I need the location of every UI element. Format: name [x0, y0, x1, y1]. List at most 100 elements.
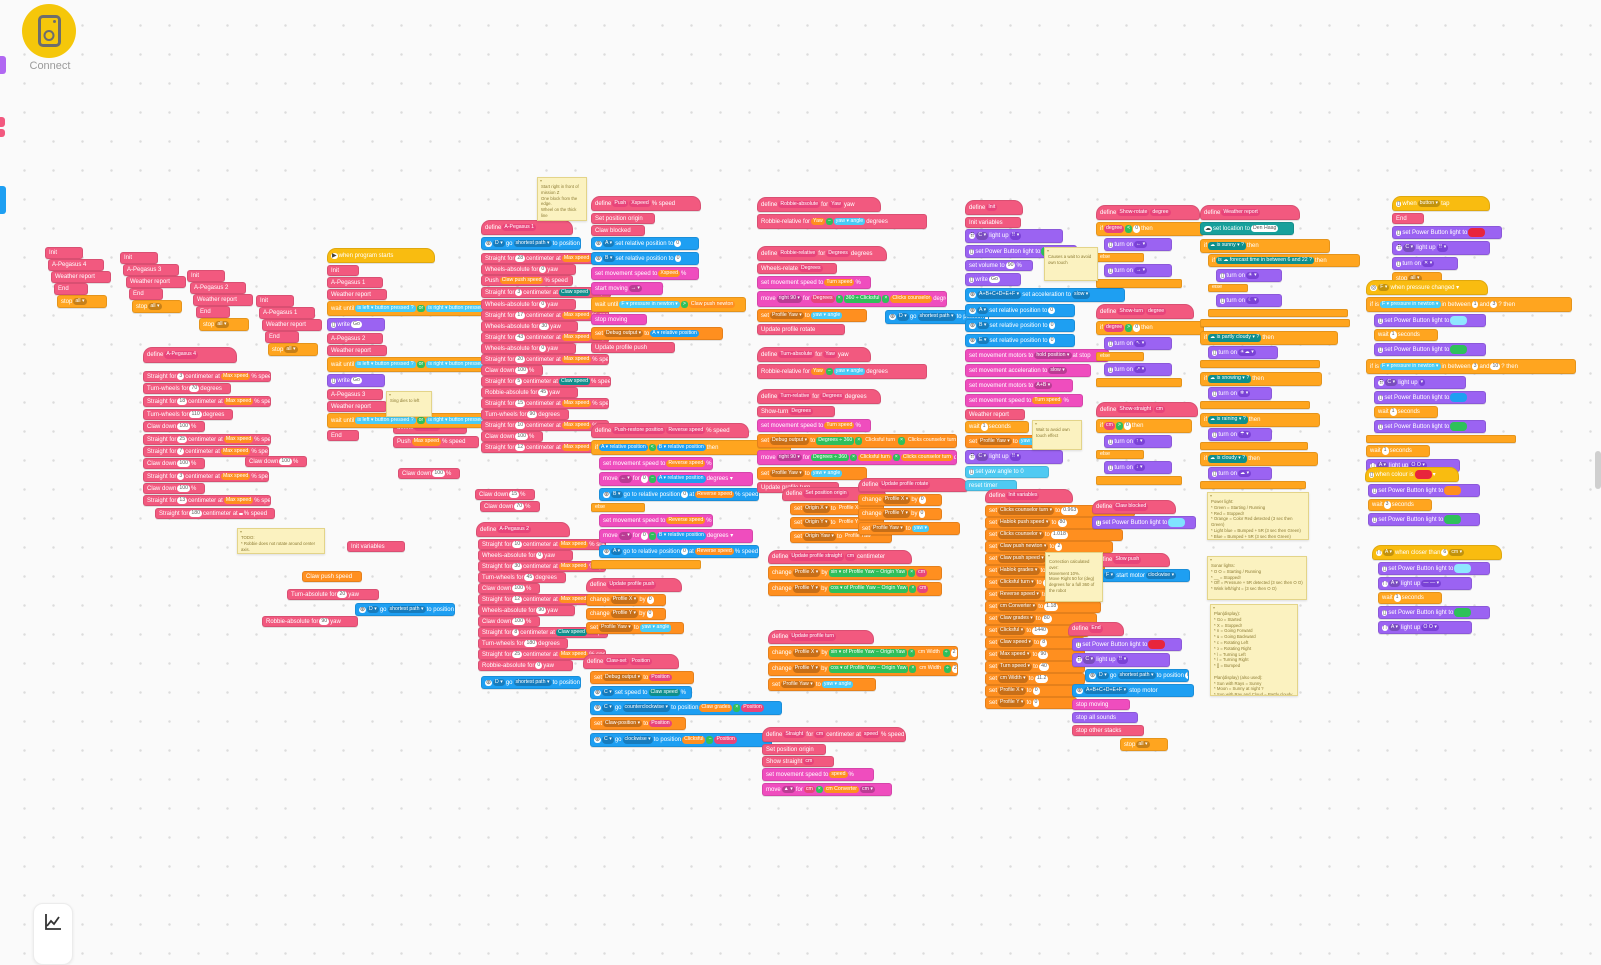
- code-block[interactable]: if degree < 0 then: [1096, 222, 1204, 236]
- block-input[interactable]: D ▾: [1097, 672, 1109, 679]
- code-block[interactable]: ▯ turn on ☂ ▾: [1208, 428, 1272, 441]
- block-input[interactable]: A-Pegasus 2: [497, 526, 531, 533]
- block-input[interactable]: 180: [189, 510, 202, 517]
- code-block[interactable]: Straight for 10 centimeter at Max speed …: [481, 420, 609, 431]
- code-hat-block[interactable]: define Claw-set Position: [583, 654, 679, 669]
- code-block[interactable]: Straight for 15 centimeter at Max speed …: [481, 398, 609, 409]
- block-input[interactable]: B ▾ relative position: [657, 444, 706, 451]
- block-input[interactable]: Xspeed: [658, 270, 680, 277]
- code-hat-block[interactable]: define Weather report: [1200, 205, 1300, 220]
- block-input[interactable]: Show-rotate: [1117, 209, 1149, 216]
- code-block[interactable]: ▯ set Power Button light to: [1072, 638, 1182, 651]
- code-hat-block[interactable]: define Update profile straight cm centim…: [768, 550, 912, 564]
- block-input[interactable]: Clicksful turn: [858, 454, 892, 461]
- force-icon[interactable]: ◎: [1370, 285, 1377, 291]
- color-swatch[interactable]: [1454, 564, 1471, 573]
- block-input[interactable]: C ▾: [602, 689, 614, 696]
- code-block[interactable]: Init: [120, 252, 158, 264]
- code-block[interactable]: move ← ▾ for 0 − B ▾ relative position d…: [599, 529, 753, 543]
- block-input[interactable]: 45: [538, 389, 548, 396]
- code-block[interactable]: set Turn speed ▾ to 40: [985, 661, 1085, 673]
- block-input[interactable]: Clicksful turn: [863, 437, 897, 444]
- block-input[interactable]: A ▾ relative position: [650, 330, 699, 337]
- block-input[interactable]: 1: [1390, 408, 1397, 415]
- code-block[interactable]: else: [1096, 253, 1144, 262]
- block-input[interactable]: ⠿ ▾: [1010, 453, 1022, 460]
- block-input[interactable]: shortest path ▾: [918, 313, 956, 320]
- code-block[interactable]: ⠿ C ▾ light up ⠿ ▾: [1072, 653, 1170, 667]
- code-block[interactable]: [1096, 476, 1182, 485]
- block-input[interactable]: Reverse speed: [666, 517, 705, 524]
- code-block[interactable]: End: [265, 331, 299, 343]
- block-input[interactable]: all ▾: [284, 346, 297, 353]
- block-input[interactable]: 0: [539, 266, 546, 273]
- block-input[interactable]: 90: [1006, 262, 1016, 269]
- block-input[interactable]: Profile X ▾: [998, 687, 1026, 694]
- block-input[interactable]: 30: [512, 563, 522, 570]
- block-input[interactable]: 1: [1390, 331, 1397, 338]
- block-input[interactable]: or: [417, 305, 426, 312]
- sticky-note[interactable]: Sonar lights: * O O = Starting / Running…: [1207, 556, 1307, 600]
- block-input[interactable]: speed: [862, 731, 880, 738]
- block-input[interactable]: → ▾: [1134, 267, 1147, 274]
- block-input[interactable]: Profile X: [837, 505, 861, 512]
- code-block[interactable]: ▯ set Power Button light to: [1378, 562, 1490, 575]
- block-input[interactable]: Degrees: [789, 408, 813, 415]
- block-input[interactable]: Turn speed: [1032, 397, 1062, 404]
- block-input[interactable]: all ▾: [73, 298, 86, 305]
- block-input[interactable]: 0: [919, 496, 926, 503]
- code-block[interactable]: else: [1096, 450, 1144, 459]
- block-input[interactable]: Robbie-relative: [778, 250, 817, 257]
- code-hat-block[interactable]: ▶ when program starts: [327, 248, 435, 263]
- block-input[interactable]: 1: [1382, 447, 1389, 454]
- block-input[interactable]: A+B ▾: [1034, 382, 1052, 389]
- scrollbar-thumb[interactable]: [1595, 451, 1601, 489]
- block-input[interactable]: Max speed: [562, 255, 591, 262]
- block-input[interactable]: ÷: [944, 665, 951, 672]
- grid-icon[interactable]: ⠿: [1396, 245, 1402, 251]
- code-block[interactable]: Straight for 3 centimeter at Max speed %…: [143, 471, 269, 482]
- block-input[interactable]: F ▾ pressure in newton ▾: [619, 301, 680, 308]
- block-input[interactable]: Turn speed ▾: [998, 663, 1032, 670]
- code-block[interactable]: change Profile Y ▾ by 0: [586, 608, 666, 620]
- code-hat-block[interactable]: define Turn-absolute for Yaw yaw: [757, 347, 871, 362]
- block-input[interactable]: hold position ▾: [1034, 352, 1071, 359]
- block-input[interactable]: Degrees: [826, 250, 850, 257]
- code-block[interactable]: Update profile rotate: [757, 324, 845, 335]
- code-block[interactable]: Weather report: [51, 271, 111, 283]
- block-input[interactable]: ×: [908, 569, 915, 576]
- block-input[interactable]: 20: [515, 356, 525, 363]
- block-input[interactable]: Claw speed: [649, 689, 680, 696]
- block-input[interactable]: ▾: [1419, 379, 1426, 386]
- code-block[interactable]: ☁ set location to Den Haag: [1200, 222, 1294, 235]
- code-block[interactable]: Wheels-absolute for 90 yaw: [478, 605, 575, 616]
- code-block[interactable]: Wheels-absolute for 30 yaw: [481, 321, 578, 332]
- code-block[interactable]: ⊛ B ▾ go to relative position 0 at Rever…: [599, 488, 759, 501]
- block-input[interactable]: speed: [829, 771, 847, 778]
- code-block[interactable]: Claw down 100 %: [143, 421, 205, 432]
- block-input[interactable]: Set position origin: [803, 490, 848, 497]
- motor-icon[interactable]: ⊛: [595, 241, 602, 247]
- code-block[interactable]: Weather report: [262, 319, 322, 331]
- code-block[interactable]: ▯ turn on ↓ ▾: [1104, 461, 1172, 474]
- code-block[interactable]: End: [129, 288, 163, 300]
- block-input[interactable]: 0: [647, 610, 654, 617]
- code-block[interactable]: set Clicks counselor ▾ to 1.018: [985, 529, 1123, 541]
- code-block[interactable]: set movement motors to hold position ▾ a…: [965, 349, 1109, 362]
- block-input[interactable]: A ▾: [1383, 549, 1394, 556]
- block-input[interactable]: Claw speed: [559, 289, 590, 296]
- block-input[interactable]: 80: [1042, 615, 1052, 622]
- block-input[interactable]: cos ▾ of Profile Yaw − Origin Yaw: [829, 585, 909, 592]
- code-block[interactable]: move right 90 ▾ for Degrees ÷ 360 × Clic…: [757, 450, 957, 465]
- block-input[interactable]: is left ▾ button pressed ?: [355, 417, 415, 424]
- code-block[interactable]: Set position origin: [591, 213, 655, 224]
- block-input[interactable]: 10: [512, 541, 522, 548]
- code-block[interactable]: End: [196, 306, 230, 318]
- code-hat-block[interactable]: define A-Pegasus 4: [143, 347, 237, 363]
- code-block[interactable]: Wheels-relate Degrees: [757, 263, 837, 274]
- code-block[interactable]: Straight for 3 centimeter at Max speed %…: [143, 371, 271, 382]
- hub-icon[interactable]: ▯: [969, 469, 974, 475]
- block-input[interactable]: Degrees: [820, 393, 844, 400]
- code-hat-block[interactable]: define Robbie-absolute for Yaw yaw: [757, 197, 881, 212]
- block-input[interactable]: Update profile straight: [789, 553, 844, 560]
